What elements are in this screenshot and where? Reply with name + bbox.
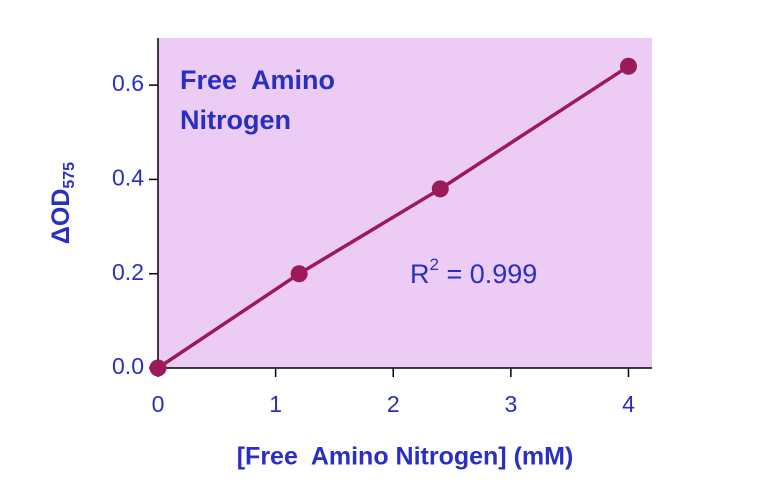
- annotation-main: R: [410, 259, 430, 289]
- x-tick-label: 3: [504, 391, 517, 417]
- trend-line: [157, 64, 630, 370]
- y-axis-label: ΔOD575: [47, 162, 79, 244]
- y-tick-label: 0.2: [112, 259, 144, 285]
- data-point: [149, 359, 167, 377]
- y-axis-label-sub: 575: [61, 162, 78, 189]
- chart-title: Free Amino: [180, 65, 335, 95]
- data-point: [431, 180, 449, 198]
- x-tick-label: 4: [622, 391, 635, 417]
- y-axis-label-main: ΔOD: [47, 189, 75, 244]
- y-tick-label: 0.6: [112, 70, 144, 96]
- x-axis-label: [Free Amino Nitrogen] (mM): [237, 443, 574, 471]
- x-tick-label: 1: [269, 391, 282, 417]
- annotation-rest: = 0.999: [439, 259, 537, 289]
- x-tick-label: 2: [387, 391, 400, 417]
- y-tick-label: 0.4: [112, 165, 144, 191]
- data-point: [290, 265, 308, 283]
- annotation-sup: 2: [430, 255, 439, 274]
- chart-title: Nitrogen: [180, 105, 291, 135]
- annotation: R2 = 0.999: [410, 255, 537, 289]
- data-point: [619, 57, 637, 75]
- x-tick-label: 0: [152, 391, 165, 417]
- y-tick-label: 0.0: [112, 353, 144, 379]
